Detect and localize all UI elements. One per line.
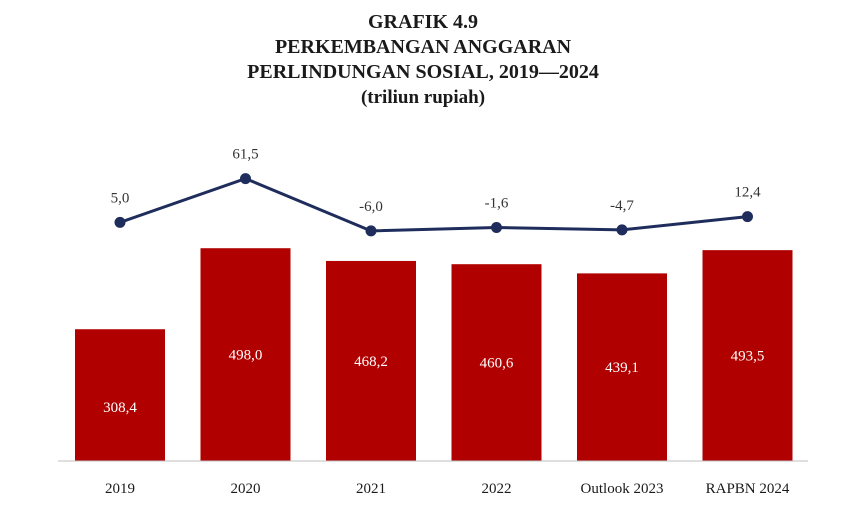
chart-title-line-1: GRAFIK 4.9 [368,11,478,33]
bar [451,264,542,461]
growth-value-label: -4,7 [610,198,634,214]
growth-point [240,173,251,185]
bar [326,260,416,461]
bar-value-label: 308,4 [103,400,137,416]
growth-value-label: 5,0 [111,190,130,206]
bar-value-labels: 308,4 498,0 468,2 460,6 439,1 493,5 [103,348,764,417]
x-tick-label: 2022 [482,481,512,497]
growth-value-label: 12,4 [734,185,761,201]
chart-title-block: GRAFIK 4.9 PERKEMBANGAN ANGGARAN PERLIND… [0,10,846,110]
x-tick-label: 2021 [356,481,386,497]
bar [75,329,165,461]
bar-series [75,248,793,461]
x-tick-label: 2020 [231,481,261,497]
bar-value-label: 493,5 [731,349,765,365]
bar-value-label: 468,2 [354,354,388,370]
chart-unit-label: (triliun rupiah) [360,87,486,108]
growth-value-label: 61,5 [232,147,258,163]
bar-value-label: 460,6 [480,356,514,372]
x-tick-label: 2019 [105,481,135,497]
x-tick-labels: 2019 2020 2021 2022 Outlook 2023 RAPBN 2024 [105,481,790,497]
x-tick-label: RAPBN 2024 [706,481,790,497]
bar [702,250,793,461]
chart-title-line-3: PERLINDUNGAN SOSIAL, 2019—2024 [247,61,599,83]
bar-value-label: 439,1 [605,360,639,376]
growth-labels: 5,0 61,5 -6,0 -1,6 -4,7 12,4 [111,147,762,215]
growth-point [742,211,753,223]
growth-point [365,225,377,237]
growth-value-label: -1,6 [485,195,509,211]
growth-point [114,216,126,228]
growth-value-label: -6,0 [359,199,383,215]
growth-point [616,224,628,236]
x-tick-label: Outlook 2023 [581,481,664,497]
bar [200,248,291,461]
bar-value-label: 498,0 [229,348,263,364]
growth-line [119,176,748,233]
growth-points [114,173,753,237]
growth-point [491,221,502,233]
bar [577,273,667,461]
chart-title-line-2: PERKEMBANGAN ANGGARAN [274,36,572,58]
